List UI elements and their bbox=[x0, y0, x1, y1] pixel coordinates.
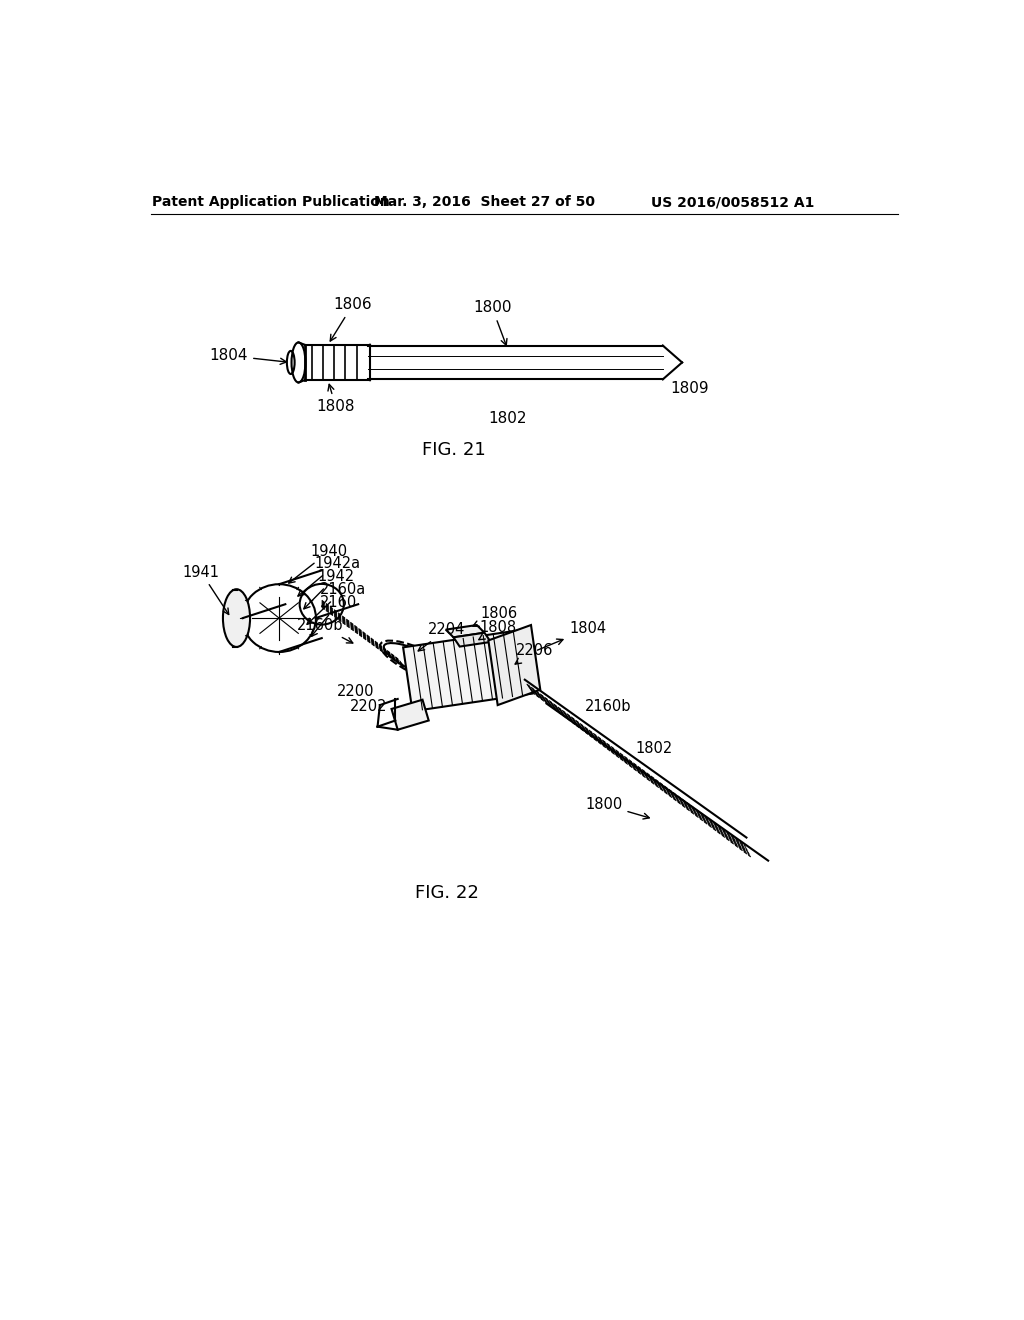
Text: 2204: 2204 bbox=[418, 622, 465, 651]
Text: 1940: 1940 bbox=[289, 544, 348, 583]
Polygon shape bbox=[445, 626, 484, 638]
Text: US 2016/0058512 A1: US 2016/0058512 A1 bbox=[651, 195, 814, 210]
Text: 1800: 1800 bbox=[585, 797, 649, 818]
Ellipse shape bbox=[223, 589, 250, 647]
Text: 1804: 1804 bbox=[538, 622, 607, 651]
Text: 1806: 1806 bbox=[473, 606, 518, 626]
Text: 2200: 2200 bbox=[337, 684, 375, 698]
Text: 1804: 1804 bbox=[210, 348, 287, 364]
Text: 2160b: 2160b bbox=[297, 618, 353, 643]
Text: 1802: 1802 bbox=[488, 412, 527, 426]
Polygon shape bbox=[403, 630, 532, 711]
Text: 1942a: 1942a bbox=[298, 556, 360, 597]
Text: 1802: 1802 bbox=[636, 741, 673, 756]
Text: FIG. 22: FIG. 22 bbox=[416, 883, 479, 902]
Text: 1941: 1941 bbox=[182, 565, 228, 615]
Text: 2206: 2206 bbox=[515, 643, 553, 664]
Text: 1942: 1942 bbox=[304, 569, 354, 609]
Text: Mar. 3, 2016  Sheet 27 of 50: Mar. 3, 2016 Sheet 27 of 50 bbox=[374, 195, 595, 210]
Text: 1808: 1808 bbox=[479, 620, 517, 640]
Text: 2160: 2160 bbox=[311, 595, 357, 636]
Text: 2202: 2202 bbox=[350, 700, 388, 714]
Text: FIG. 21: FIG. 21 bbox=[422, 441, 485, 459]
Polygon shape bbox=[454, 632, 490, 647]
Polygon shape bbox=[391, 700, 429, 730]
Text: 1809: 1809 bbox=[671, 381, 710, 396]
Text: 1800: 1800 bbox=[473, 301, 512, 346]
Text: 1806: 1806 bbox=[330, 297, 372, 341]
Text: 2160a: 2160a bbox=[307, 582, 367, 624]
Text: 1808: 1808 bbox=[316, 384, 355, 414]
Polygon shape bbox=[488, 626, 541, 705]
Text: 2160b: 2160b bbox=[586, 700, 632, 714]
Text: Patent Application Publication: Patent Application Publication bbox=[153, 195, 390, 210]
